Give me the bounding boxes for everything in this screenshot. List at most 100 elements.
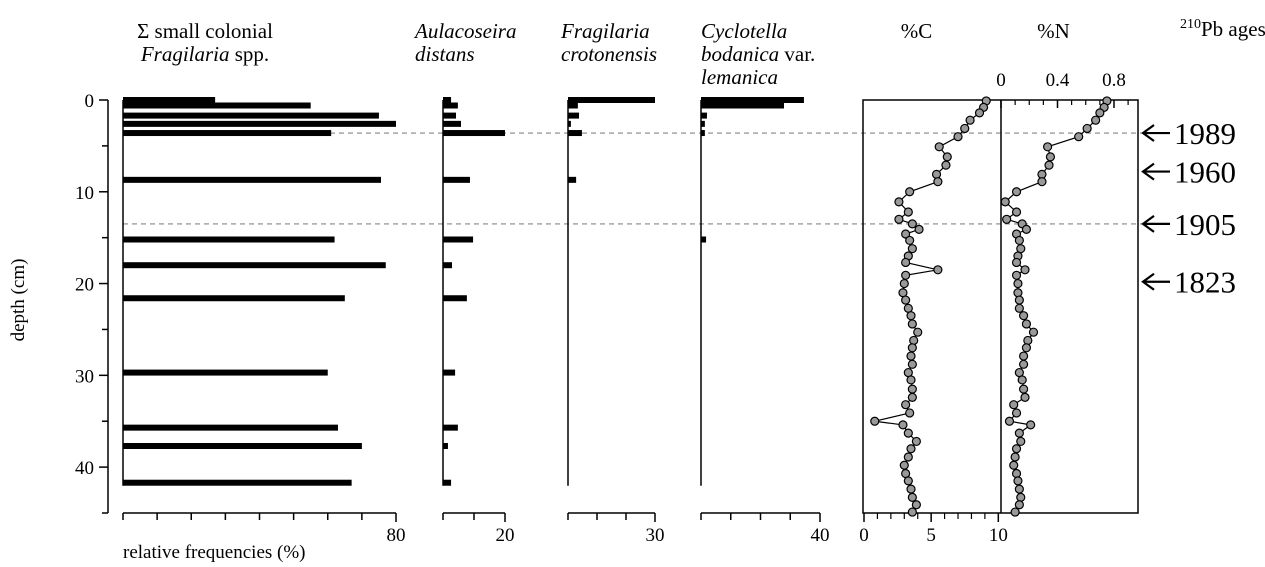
profile-point [1010,452,1020,462]
bar [123,97,216,103]
panel-title: Aulacoseira [413,19,516,43]
profile-point [1021,319,1032,329]
panel-title-part: Aulacoseira [413,19,516,43]
profile-point [1011,408,1022,418]
x-tick-label: 30 [646,525,665,546]
profile-point [1014,303,1024,313]
panel-title: Cyclotella [701,19,787,43]
profile-point [899,460,909,470]
profile-point [906,311,916,321]
profile-point [1018,359,1029,369]
bar [443,112,457,119]
panel-title-part: distans [415,42,475,66]
panel-title: bodanica var. [701,42,815,66]
profile-point [1013,278,1023,289]
profile-point [953,132,963,142]
profile-point [1095,108,1105,118]
profile-point [905,235,915,246]
bar [701,112,707,119]
panel-title: %C [901,19,933,43]
bar [701,130,705,137]
profile-point [1002,214,1012,224]
panel-title: lemanica [701,65,778,89]
profile-point [1009,460,1019,470]
panel-title-part: bodanica [701,42,779,66]
bar [443,102,458,109]
profile-point [901,270,911,280]
bar [443,262,452,269]
bar [701,97,804,103]
bar [123,102,311,109]
profile-point [1018,311,1029,321]
profile-point [1020,392,1030,402]
profile-point [1011,468,1022,479]
bar [443,479,452,486]
y-axis-label: depth (cm) [8,259,29,342]
profile-point [1091,115,1101,125]
x-tick-label: 0.8 [1102,70,1126,91]
bar [123,120,396,127]
profile-point [1017,375,1027,385]
profile-point [899,278,909,289]
profile-point [1074,132,1084,142]
profile-point [905,187,915,197]
age-label: 1989 [1174,116,1236,151]
profile-point [906,351,916,361]
profile-point [1023,335,1033,346]
panel-title: %N [1037,19,1070,43]
panel-title-part: Σ small colonial [137,19,273,43]
profile-point [914,224,924,235]
profile-point [907,219,917,229]
profile-point [907,392,917,402]
profile-point [1043,142,1053,152]
profile-point [1011,270,1022,280]
bar [443,130,505,137]
profile-point [911,436,921,447]
bar [123,112,379,119]
panel-title-part: Fragilaria [140,42,230,66]
panel-title: Fragilaria [560,19,650,43]
bar [701,120,705,127]
profile-point [901,295,911,305]
profile-point [1009,400,1019,410]
profile-point [1014,484,1024,494]
profile-point [907,384,917,394]
profile-point [901,257,911,268]
profile-point [1045,152,1056,162]
profile-point [907,244,917,254]
age-arrow [1141,162,1170,181]
profile-point [870,416,880,426]
bar [568,176,577,183]
age-arrow [1141,272,1170,291]
profile-point [1016,492,1026,502]
profile-point [1014,235,1024,246]
panel-title: crotonensis [561,42,657,66]
panel-title: Σ small colonial [137,19,273,43]
profile-point [1021,224,1032,235]
profile-point [965,115,975,125]
profile-point [1014,428,1024,438]
panel-title-part: lemanica [701,65,778,89]
profile-point [1011,187,1022,197]
profile-point [1014,500,1024,510]
bar [701,102,785,109]
profile-line [874,100,987,513]
profile-point [903,476,913,486]
profile-point [1016,436,1026,447]
age-label: 1905 [1174,207,1236,242]
profile-point [974,108,985,118]
bar [568,120,571,127]
age-arrow [1141,124,1170,142]
y-tick-label: 40 [75,458,94,479]
profile-point [907,507,917,517]
bar [568,102,578,109]
x-axis-label: relative frequencies (%) [123,542,306,563]
profile-point [942,152,952,162]
ages-title: 210Pb ages [1180,17,1265,41]
x-tick-label: 0 [996,70,1006,91]
x-tick-label: 10 [989,525,1008,546]
x-tick-label: 20 [496,525,515,546]
profile-point [911,500,921,510]
profile-point [906,375,916,385]
